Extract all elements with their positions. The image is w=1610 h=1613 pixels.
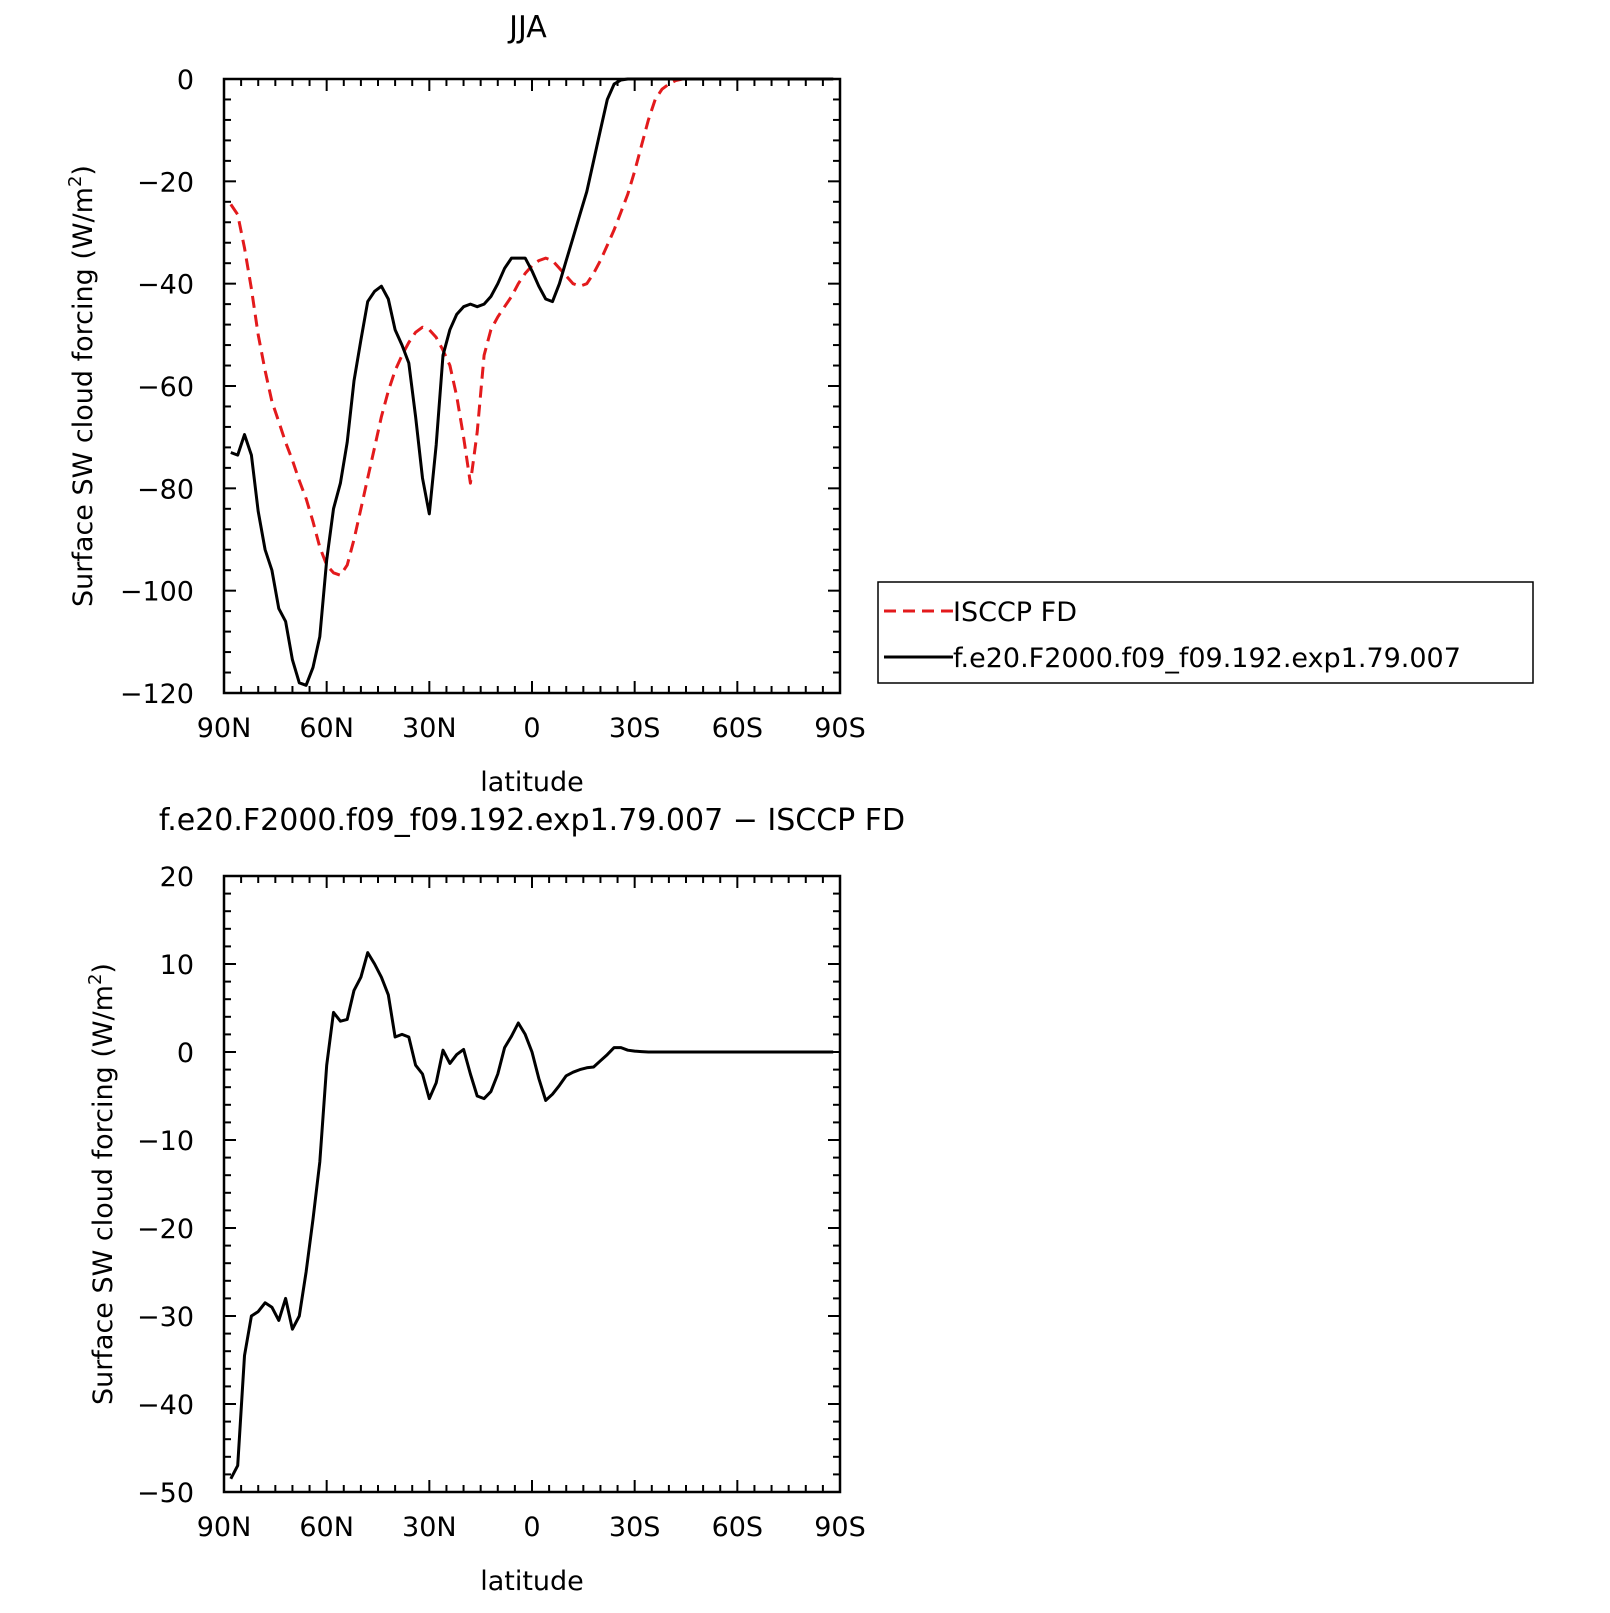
c1-x-tick-label: 90N [197, 713, 252, 744]
c1-y-tick-label: −40 [137, 270, 194, 301]
c2-y-tick-label: 20 [160, 862, 194, 893]
c1-y-tick-label: −80 [137, 474, 194, 505]
top-chart-tick-labels: 90N 60N 30N 0 30S 60S 90S 0 −20 −40 −60 −80 −100 −120 [120, 65, 866, 744]
top-chart-y-label: Surface SW cloud forcing (W/m2) [65, 165, 99, 607]
c2-y-tick-label: 10 [160, 950, 194, 981]
c1-y-tick-label: 0 [177, 65, 194, 96]
c2-y-tick-label: −40 [137, 1390, 194, 1421]
legend-label-isccp: ISCCP FD [953, 597, 1077, 628]
c2-y-tick-label: −50 [137, 1478, 194, 1509]
c2-x-tick-label: 0 [523, 1512, 540, 1543]
bottom-chart-plot-lines [229, 951, 834, 1480]
c1-x-tick-label: 60N [299, 713, 354, 744]
c2-x-tick-label: 90S [814, 1512, 866, 1543]
c2-x-tick-label: 60S [712, 1512, 764, 1543]
c2-y-tick-label: −30 [137, 1302, 194, 1333]
bottom-chart-y-label: Surface SW cloud forcing (W/m2) [85, 963, 119, 1405]
c1-x-tick-label: 30N [402, 713, 457, 744]
c1-y-tick-label: −120 [120, 679, 194, 710]
bottom-chart: f.e20.F2000.f09_f09.192.exp1.79.007 − IS… [85, 803, 905, 1597]
c2-x-tick-label: 60N [299, 1512, 354, 1543]
bottom-chart-x-label: latitude [480, 1566, 584, 1597]
top-chart-x-label: latitude [480, 767, 584, 798]
c1-x-tick-label: 90S [814, 713, 866, 744]
top-chart: JJA 90N 60N 30N 0 30S 60S 90S 0 −20 −40 −60 −80 −100… [65, 10, 1534, 798]
c1-x-tick-label: 0 [523, 713, 540, 744]
c1-y-tick-label: −20 [137, 167, 194, 198]
c2-y-tick-label: 0 [177, 1038, 194, 1069]
legend-box [877, 581, 1534, 684]
c1-y-tick-label: −60 [137, 372, 194, 403]
legend: ISCCP FD f.e20.F2000.f09_f09.192.exp1.79… [877, 581, 1534, 684]
bottom-chart-title: f.e20.F2000.f09_f09.192.exp1.79.007 − IS… [159, 803, 905, 838]
bottom-chart-ticks [223, 875, 841, 1493]
legend-label-model: f.e20.F2000.f09_f09.192.exp1.79.007 [953, 643, 1461, 674]
top-chart-ticks [223, 78, 841, 694]
top-chart-title: JJA [507, 10, 547, 45]
c2-y-tick-label: −10 [137, 1126, 194, 1157]
c2-series-line-0 [229, 951, 834, 1480]
c1-x-tick-label: 60S [712, 713, 764, 744]
c1-y-tick-label: −100 [120, 577, 194, 608]
bottom-chart-tick-labels: 90N 60N 30N 0 30S 60S 90S 20 10 0 −10 −20 −30 −40 −50 [137, 862, 866, 1543]
c2-x-tick-label: 30S [609, 1512, 661, 1543]
c2-x-tick-label: 90N [197, 1512, 252, 1543]
c1-x-tick-label: 30S [609, 713, 661, 744]
c2-x-tick-label: 30N [402, 1512, 457, 1543]
c2-y-tick-label: −20 [137, 1214, 194, 1245]
